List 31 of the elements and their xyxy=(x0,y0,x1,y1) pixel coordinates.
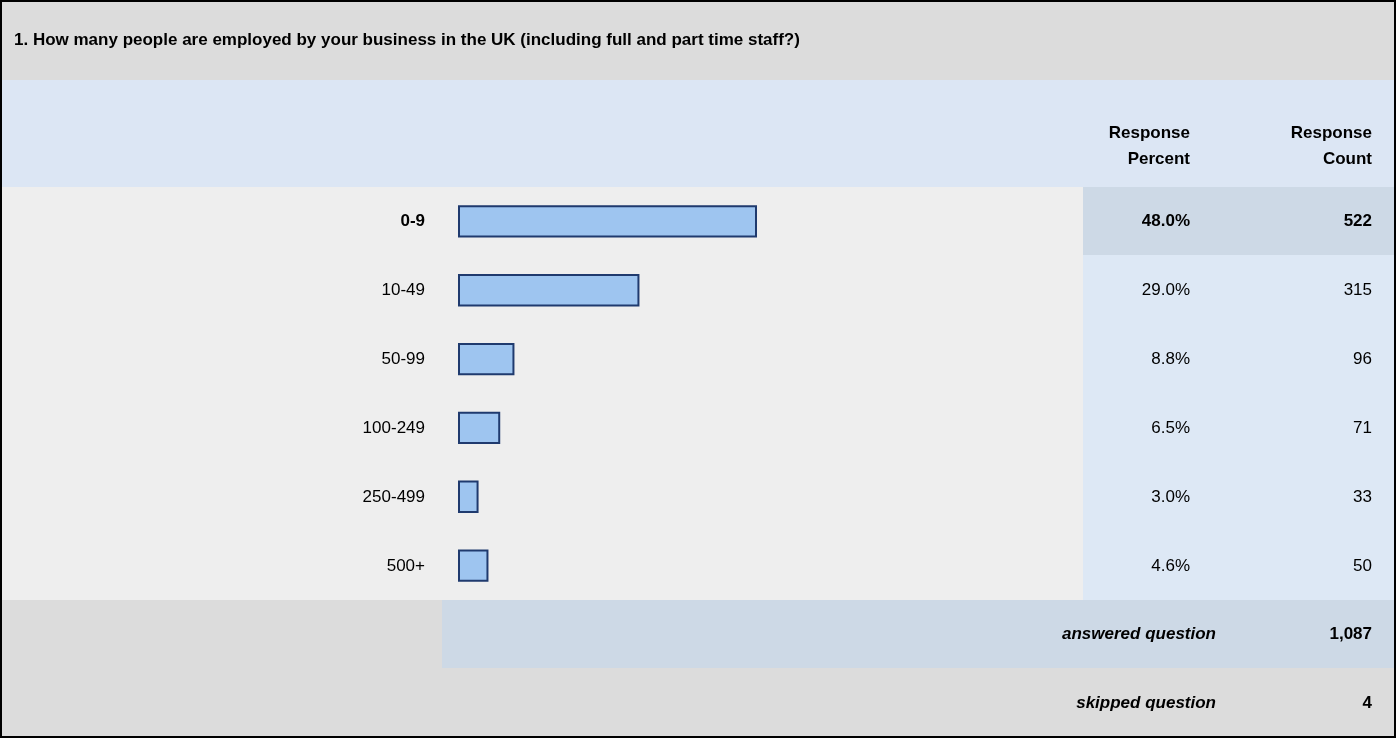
y-tick-label: 500+ xyxy=(386,555,426,575)
y-tick-label: 250-499 xyxy=(362,486,425,506)
text: 315 xyxy=(1343,280,1372,300)
y-tick-label: 100-249 xyxy=(362,417,425,437)
text: 1,087 xyxy=(1329,624,1372,643)
bar xyxy=(458,411,501,445)
data-label: 6.5% xyxy=(1151,417,1190,437)
bar xyxy=(458,205,757,238)
bar xyxy=(458,342,515,376)
y-tick-label: 10-49 xyxy=(381,280,425,300)
text: Response Percent xyxy=(1108,123,1191,168)
text: 33 xyxy=(1353,486,1372,506)
y-tick-label: 50-99 xyxy=(381,349,425,369)
y-tick-label: 0-9 xyxy=(400,211,425,231)
text: 71 xyxy=(1353,417,1372,437)
text: answered question xyxy=(1062,624,1216,643)
text: Response Count xyxy=(1290,123,1373,168)
text: 96 xyxy=(1353,349,1372,369)
data-label: 8.8% xyxy=(1151,349,1190,369)
text: 522 xyxy=(1343,211,1372,231)
text: 50 xyxy=(1353,555,1372,575)
chart-title: 1. How many people are employed by your business in the UK (including full and part time staff?) xyxy=(14,30,800,49)
bar xyxy=(458,549,489,582)
data-label: 48.0% xyxy=(1141,211,1190,231)
bar xyxy=(458,480,479,513)
data-label: 29.0% xyxy=(1141,280,1190,300)
text: 4 xyxy=(1362,693,1373,712)
data-label: 3.0% xyxy=(1151,486,1190,506)
data-label: 4.6% xyxy=(1151,555,1190,575)
text: skipped question xyxy=(1076,693,1216,712)
bar xyxy=(458,274,640,307)
